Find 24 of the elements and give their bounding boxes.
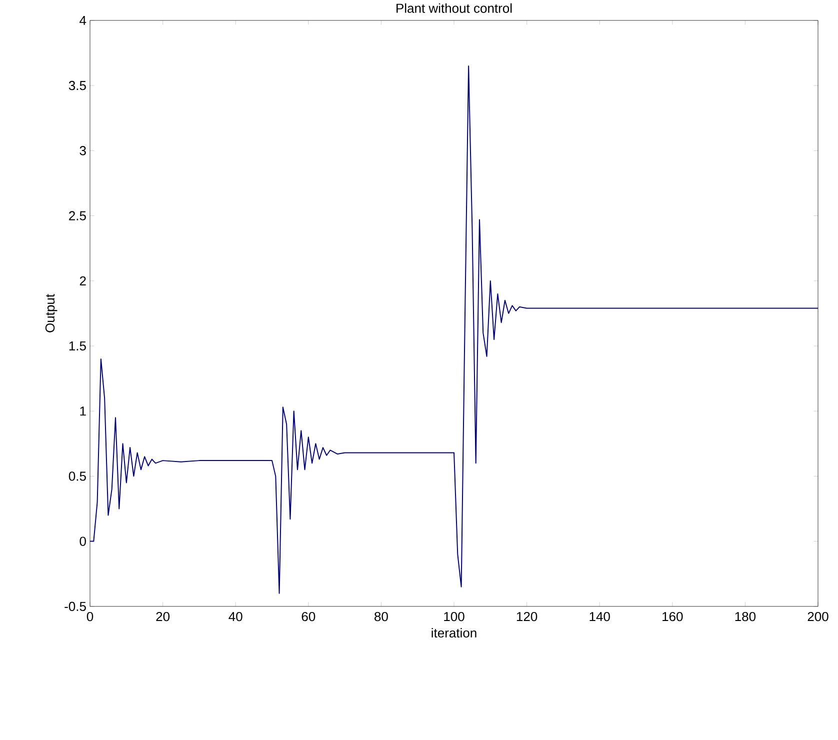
x-tick-label: 180 xyxy=(735,612,756,621)
x-tick-label: 80 xyxy=(374,612,388,621)
chart-title: Plant without control xyxy=(396,3,512,13)
y-tick-label: 1 xyxy=(80,406,86,416)
y-axis-title: Output xyxy=(45,294,58,332)
y-tick-label: 2.5 xyxy=(69,210,86,220)
x-tick-label: 20 xyxy=(156,612,170,621)
y-tick-label: 1.5 xyxy=(69,341,86,350)
y-tick-label: 4 xyxy=(80,16,86,25)
x-tick-label: 0 xyxy=(86,612,94,621)
x-tick-label: 140 xyxy=(590,612,610,621)
x-tick-label: 60 xyxy=(302,612,316,621)
x-tick-label: 100 xyxy=(444,612,464,621)
x-tick-label: 40 xyxy=(228,612,242,621)
y-tick-label: 2 xyxy=(80,276,86,286)
x-tick-label: 160 xyxy=(662,612,683,621)
x-axis-title: iteration xyxy=(432,628,476,638)
y-tick-label: -0.5 xyxy=(64,602,86,611)
x-tick-label: 200 xyxy=(808,612,828,621)
y-tick-label: 0 xyxy=(80,536,86,546)
y-tick-label: 3 xyxy=(80,146,86,156)
x-tick-label: 120 xyxy=(516,612,538,621)
y-tick-label: 0.5 xyxy=(68,471,86,481)
y-tick-label: 3.5 xyxy=(68,80,86,90)
